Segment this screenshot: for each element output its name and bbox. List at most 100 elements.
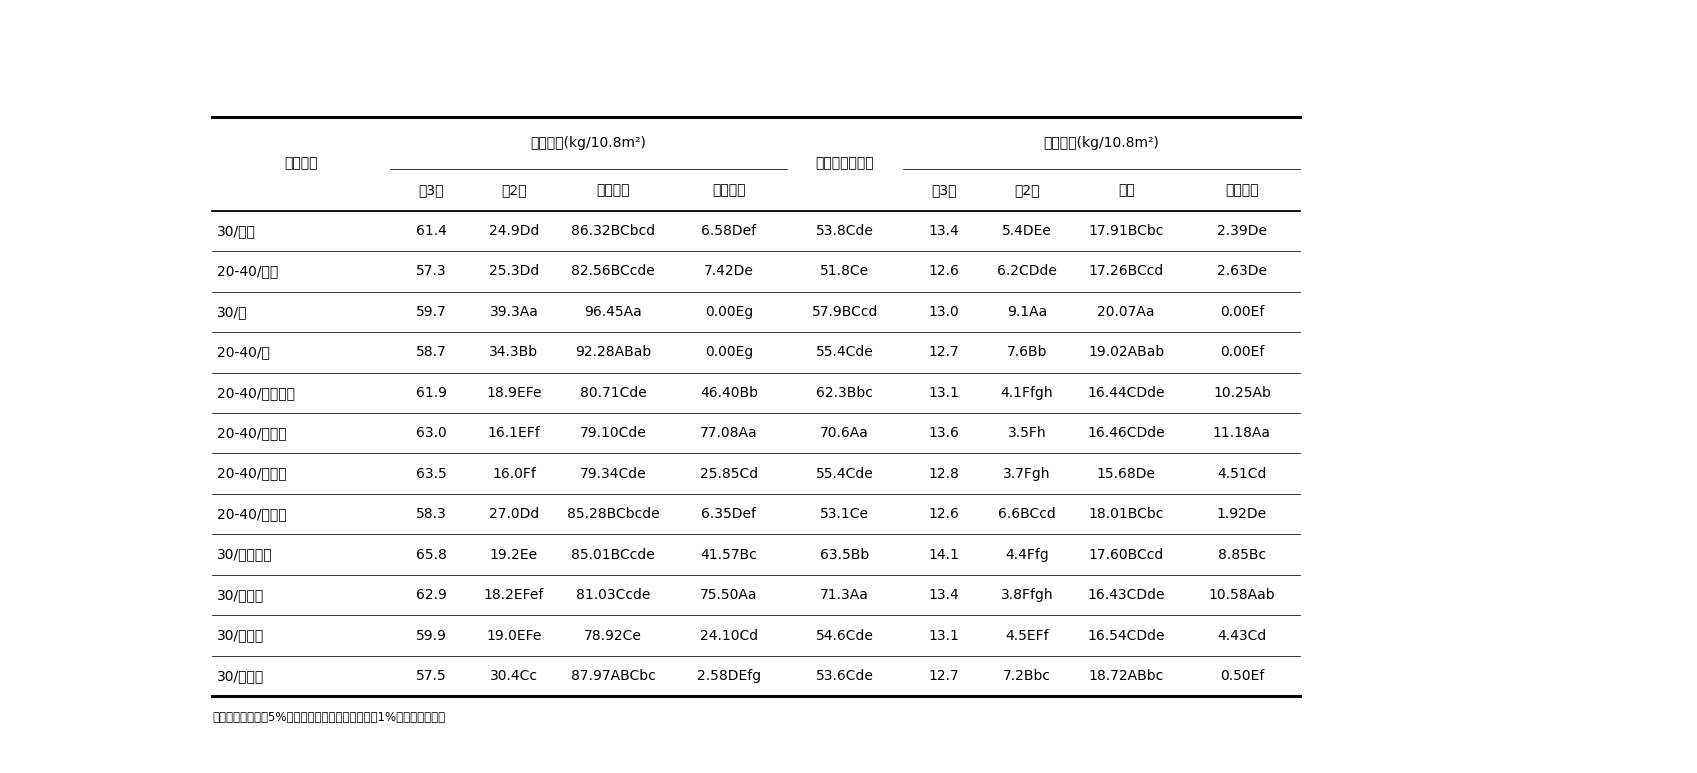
Text: 18.2EFef: 18.2EFef (484, 588, 545, 602)
Text: 55.4Cde: 55.4Cde (816, 346, 874, 359)
Text: 25.85Cd: 25.85Cd (699, 467, 759, 481)
Text: 套作作物: 套作作物 (1225, 182, 1259, 197)
Text: 30/青贮玉米: 30/青贮玉米 (217, 547, 273, 562)
Text: 13.0: 13.0 (928, 305, 959, 318)
Text: 7.2Bbc: 7.2Bbc (1003, 669, 1050, 683)
Text: 2.63De: 2.63De (1217, 264, 1268, 278)
Text: 30/拉巴豆: 30/拉巴豆 (217, 628, 265, 642)
Text: 30.4Cc: 30.4Cc (490, 669, 538, 683)
Text: 30/秣食豆: 30/秣食豆 (217, 669, 265, 683)
Text: 0.00Eg: 0.00Eg (704, 305, 753, 318)
Text: 13.4: 13.4 (928, 588, 959, 602)
Text: 63.0: 63.0 (416, 426, 446, 440)
Text: 18.9EFe: 18.9EFe (487, 386, 541, 400)
Text: 59.9: 59.9 (416, 628, 446, 642)
Text: 86.32BCbcd: 86.32BCbcd (572, 224, 655, 238)
Text: 80.71Cde: 80.71Cde (580, 386, 647, 400)
Text: 16.1EFf: 16.1EFf (487, 426, 540, 440)
Text: 全年: 全年 (1118, 182, 1135, 197)
Text: 4.5EFf: 4.5EFf (1005, 628, 1049, 642)
Text: 96.45Aa: 96.45Aa (584, 305, 641, 318)
Text: 61.9: 61.9 (416, 386, 446, 400)
Text: 70.6Aa: 70.6Aa (820, 426, 869, 440)
Text: 4.43Cd: 4.43Cd (1217, 628, 1266, 642)
Text: 75.50Aa: 75.50Aa (701, 588, 759, 602)
Text: 17.60BCcd: 17.60BCcd (1088, 547, 1164, 562)
Text: 62.3Bbc: 62.3Bbc (816, 386, 874, 400)
Text: 30/谷子: 30/谷子 (217, 224, 256, 238)
Text: 57.3: 57.3 (416, 264, 446, 278)
Text: 10.25Ab: 10.25Ab (1213, 386, 1271, 400)
Text: 7.6Bb: 7.6Bb (1006, 346, 1047, 359)
Text: 4.4Ffg: 4.4Ffg (1005, 547, 1049, 562)
Text: 53.1Ce: 53.1Ce (820, 507, 869, 521)
Text: 4.1Ffgh: 4.1Ffgh (1001, 386, 1054, 400)
Text: 59.7: 59.7 (416, 305, 446, 318)
Text: 61.4: 61.4 (416, 224, 446, 238)
Text: 19.0EFe: 19.0EFe (487, 628, 541, 642)
Text: 3.5Fh: 3.5Fh (1008, 426, 1045, 440)
Text: 后2荧: 后2荧 (1015, 182, 1040, 197)
Text: 25.3Dd: 25.3Dd (489, 264, 540, 278)
Text: 79.34Cde: 79.34Cde (580, 467, 647, 481)
Text: 后2荧: 后2荧 (501, 182, 526, 197)
Text: 16.54CDde: 16.54CDde (1088, 628, 1164, 642)
Text: 14.1: 14.1 (928, 547, 959, 562)
Text: 处理名称: 处理名称 (283, 157, 317, 171)
Text: 13.4: 13.4 (928, 224, 959, 238)
Text: 92.28ABab: 92.28ABab (575, 346, 652, 359)
Text: 41.57Bc: 41.57Bc (701, 547, 757, 562)
Text: 65.8: 65.8 (416, 547, 446, 562)
Text: 干草产量(kg/10.8m²): 干草产量(kg/10.8m²) (1044, 136, 1159, 150)
Text: 6.58Def: 6.58Def (701, 224, 757, 238)
Text: 1.92De: 1.92De (1217, 507, 1268, 521)
Text: 79.10Cde: 79.10Cde (580, 426, 647, 440)
Text: 51.8Ce: 51.8Ce (820, 264, 869, 278)
Text: 0.00Ef: 0.00Ef (1220, 346, 1264, 359)
Text: 16.44CDde: 16.44CDde (1088, 386, 1164, 400)
Text: 15.68De: 15.68De (1096, 467, 1156, 481)
Text: 20-40/无: 20-40/无 (217, 346, 270, 359)
Text: 6.2CDde: 6.2CDde (996, 264, 1057, 278)
Text: 57.9BCcd: 57.9BCcd (811, 305, 877, 318)
Text: 57.5: 57.5 (416, 669, 446, 683)
Text: 16.43CDde: 16.43CDde (1088, 588, 1164, 602)
Text: 注：小写字母表示5%水平显著差异，大写字母表示1%水平显著差异。: 注：小写字母表示5%水平显著差异，大写字母表示1%水平显著差异。 (212, 711, 445, 724)
Text: 0.00Ef: 0.00Ef (1220, 305, 1264, 318)
Text: 9.1Aa: 9.1Aa (1006, 305, 1047, 318)
Text: 10.58Aab: 10.58Aab (1208, 588, 1274, 602)
Text: 19.02ABab: 19.02ABab (1088, 346, 1164, 359)
Text: 3.7Fgh: 3.7Fgh (1003, 467, 1050, 481)
Text: 30/高丹草: 30/高丹草 (217, 588, 265, 602)
Text: 套作作物: 套作作物 (713, 182, 745, 197)
Text: 77.08Aa: 77.08Aa (701, 426, 759, 440)
Text: 82.56BCcde: 82.56BCcde (572, 264, 655, 278)
Text: 17.26BCcd: 17.26BCcd (1088, 264, 1164, 278)
Text: 18.72ABbc: 18.72ABbc (1088, 669, 1164, 683)
Text: 17.91BCbc: 17.91BCbc (1088, 224, 1164, 238)
Text: 13.1: 13.1 (928, 628, 959, 642)
Text: 6.6BCcd: 6.6BCcd (998, 507, 1056, 521)
Text: 鲜草产量(kg/10.8m²): 鲜草产量(kg/10.8m²) (531, 136, 647, 150)
Text: 0.50Ef: 0.50Ef (1220, 669, 1264, 683)
Text: 54.6Cde: 54.6Cde (816, 628, 874, 642)
Text: 2.58DEfg: 2.58DEfg (697, 669, 760, 683)
Text: 苜萓全年: 苜萓全年 (597, 182, 630, 197)
Text: 2.39De: 2.39De (1217, 224, 1268, 238)
Text: 24.9Dd: 24.9Dd (489, 224, 540, 238)
Text: 62.9: 62.9 (416, 588, 446, 602)
Text: 85.28BCbcde: 85.28BCbcde (567, 507, 660, 521)
Text: 19.2Ee: 19.2Ee (490, 547, 538, 562)
Text: 3.8Ffgh: 3.8Ffgh (1001, 588, 1054, 602)
Text: 58.7: 58.7 (416, 346, 446, 359)
Text: 16.0Ff: 16.0Ff (492, 467, 536, 481)
Text: 20.07Aa: 20.07Aa (1098, 305, 1156, 318)
Text: 53.8Cde: 53.8Cde (816, 224, 874, 238)
Text: 12.6: 12.6 (928, 507, 959, 521)
Text: 11.18Aa: 11.18Aa (1213, 426, 1271, 440)
Text: 12.6: 12.6 (928, 264, 959, 278)
Text: 13.1: 13.1 (928, 386, 959, 400)
Text: 55.4Cde: 55.4Cde (816, 467, 874, 481)
Text: 30/无: 30/无 (217, 305, 248, 318)
Text: 34.3Bb: 34.3Bb (489, 346, 538, 359)
